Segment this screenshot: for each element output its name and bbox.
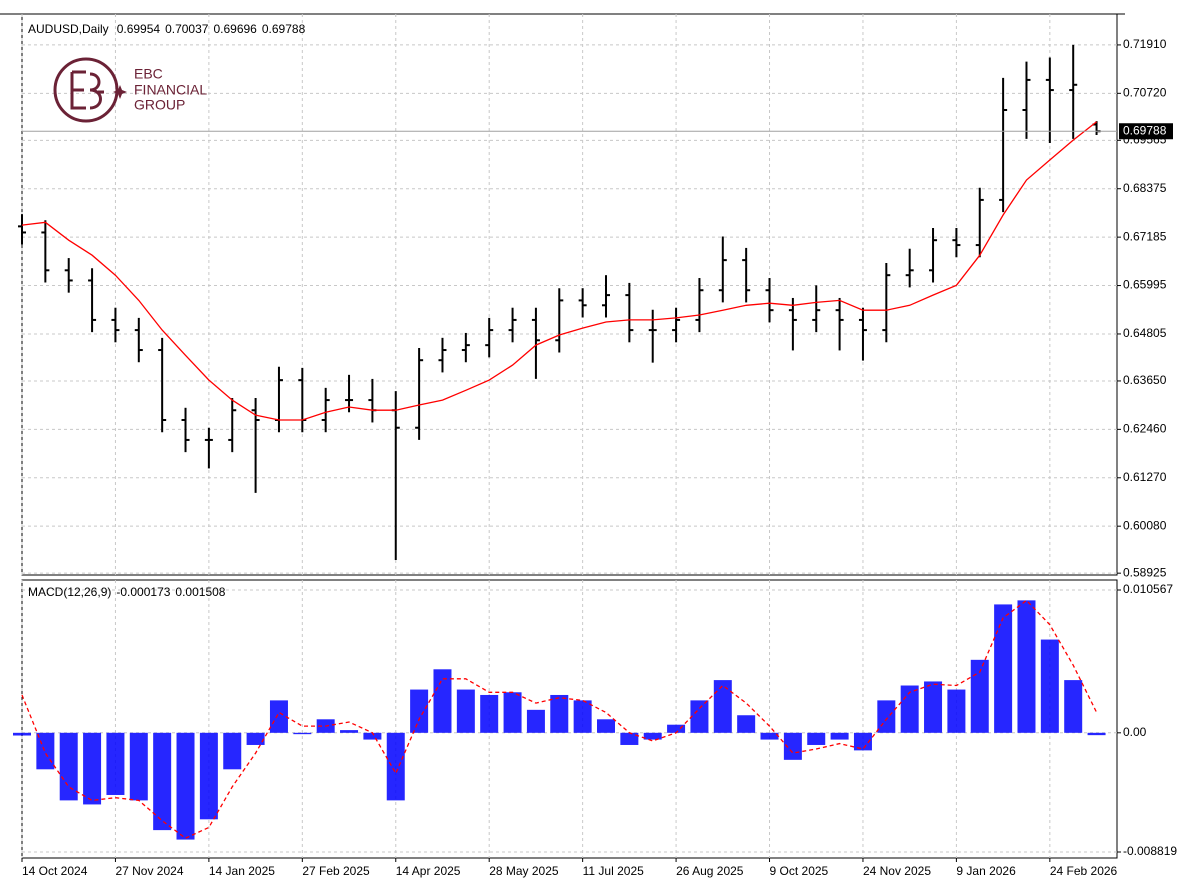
macd-bar bbox=[456, 689, 475, 733]
macd-bar bbox=[1040, 639, 1059, 733]
y-tick-label: 0.60080 bbox=[1123, 518, 1167, 532]
macd-bar bbox=[340, 730, 359, 733]
x-tick-label: 24 Nov 2025 bbox=[863, 864, 931, 878]
logo-text: FINANCIAL bbox=[134, 82, 207, 98]
macd-bar bbox=[550, 694, 569, 733]
macd-bar bbox=[783, 732, 802, 760]
macd-bar bbox=[877, 700, 896, 733]
macd-bar bbox=[13, 732, 31, 736]
macd-bar bbox=[503, 692, 522, 733]
macd-bar bbox=[620, 732, 639, 745]
header-low: 0.69696 bbox=[213, 22, 257, 36]
x-tick-label: 9 Oct 2025 bbox=[770, 864, 829, 878]
macd-bar bbox=[246, 732, 265, 745]
x-tick-label: 9 Jan 2026 bbox=[956, 864, 1016, 878]
macd-bar bbox=[59, 732, 78, 801]
x-tick-label: 14 Jan 2025 bbox=[209, 864, 275, 878]
macd-bar bbox=[176, 732, 195, 840]
macd-bar bbox=[199, 732, 218, 820]
macd-bar bbox=[760, 732, 779, 740]
macd-bar bbox=[947, 689, 966, 733]
macd-bar bbox=[223, 732, 242, 770]
header-close: 0.69788 bbox=[262, 22, 306, 36]
y-tick-label: 0.61270 bbox=[1123, 470, 1167, 484]
x-tick-label: 28 May 2025 bbox=[489, 864, 559, 878]
logo: EBC FINANCIAL GROUP bbox=[53, 57, 207, 123]
macd-bar bbox=[807, 732, 826, 745]
macd-bar bbox=[830, 732, 849, 740]
macd-signal: 0.001508 bbox=[175, 585, 225, 599]
macd-main: -0.000173 bbox=[116, 585, 170, 599]
macd-header: MACD(12,26,9) -0.000173 0.001508 bbox=[28, 585, 226, 599]
x-tick-label: 11 Jul 2025 bbox=[583, 864, 644, 878]
macd-bar bbox=[153, 732, 172, 831]
macd-bar bbox=[36, 732, 55, 770]
macd-title: MACD(12,26,9) bbox=[28, 585, 111, 599]
logo-star bbox=[113, 85, 127, 99]
x-tick-label: 26 Aug 2025 bbox=[676, 864, 744, 878]
macd-bar bbox=[853, 732, 872, 751]
macd-bar bbox=[994, 604, 1013, 733]
y-tick-label: 0.65995 bbox=[1123, 278, 1167, 292]
macd-bar bbox=[363, 732, 382, 740]
macd-signal bbox=[21, 599, 1098, 839]
macd-bar bbox=[713, 680, 732, 733]
current-price-box bbox=[1119, 123, 1173, 140]
macd-bar bbox=[667, 724, 686, 733]
y-tick-label: 0.63650 bbox=[1123, 373, 1167, 387]
macd-bar bbox=[386, 732, 405, 801]
mark-layer: 0.69788 bbox=[13, 44, 1173, 840]
x-tick-label: 27 Nov 2024 bbox=[115, 864, 183, 878]
macd-bar bbox=[1087, 732, 1106, 736]
logo-mark bbox=[70, 70, 104, 110]
macd-bar bbox=[1064, 680, 1083, 733]
macd-bar bbox=[526, 709, 545, 733]
chart-header: AUDUSD,Daily 0.69954 0.70037 0.69696 0.69788 bbox=[28, 22, 306, 36]
macd-bar bbox=[597, 719, 615, 733]
symbol: AUDUSD,Daily bbox=[28, 22, 109, 36]
logo-ring bbox=[53, 57, 119, 123]
y-tick-label: 0.58925 bbox=[1123, 565, 1167, 579]
macd-bar bbox=[1017, 600, 1036, 733]
logo-text: GROUP bbox=[134, 97, 185, 113]
y-tick-label: -0.008819 bbox=[1123, 844, 1177, 858]
y-tick-label: 0.67185 bbox=[1123, 229, 1167, 243]
y-tick-label: 0.68375 bbox=[1123, 181, 1167, 195]
x-tick-label: 14 Oct 2024 bbox=[22, 864, 88, 878]
macd-bar bbox=[573, 700, 592, 733]
y-tick-label: 0.62460 bbox=[1123, 422, 1167, 436]
macd-bar bbox=[129, 732, 148, 801]
price-panel bbox=[21, 13, 1118, 576]
moving-average bbox=[21, 121, 1098, 421]
y-tick-label: 0.010567 bbox=[1123, 582, 1173, 596]
macd-bar bbox=[410, 689, 429, 733]
y-tick-label: 0.00 bbox=[1123, 725, 1147, 739]
macd-bar bbox=[643, 732, 662, 740]
header-high: 0.70037 bbox=[165, 22, 209, 36]
y-tick-label: 0.71910 bbox=[1123, 37, 1167, 51]
macd-bar bbox=[269, 700, 288, 733]
macd-bar bbox=[106, 732, 125, 795]
macd-bar bbox=[433, 669, 452, 733]
x-tick-label: 14 Apr 2025 bbox=[396, 864, 461, 878]
macd-bar bbox=[924, 681, 943, 733]
macd-bar bbox=[83, 732, 102, 805]
macd-bar bbox=[480, 694, 499, 733]
macd-bar bbox=[970, 659, 989, 733]
y-tick-label: 0.64805 bbox=[1123, 326, 1167, 340]
x-tick-label: 24 Feb 2026 bbox=[1050, 864, 1118, 878]
current-price-label: 0.69788 bbox=[1123, 123, 1167, 137]
header-open: 0.69954 bbox=[117, 22, 161, 36]
y-tick-label: 0.70720 bbox=[1123, 86, 1167, 100]
macd-bar bbox=[690, 700, 709, 733]
logo-text: EBC bbox=[134, 66, 163, 82]
macd-bar bbox=[737, 715, 756, 733]
x-tick-label: 27 Feb 2025 bbox=[302, 864, 370, 878]
macd-bar bbox=[293, 732, 312, 735]
